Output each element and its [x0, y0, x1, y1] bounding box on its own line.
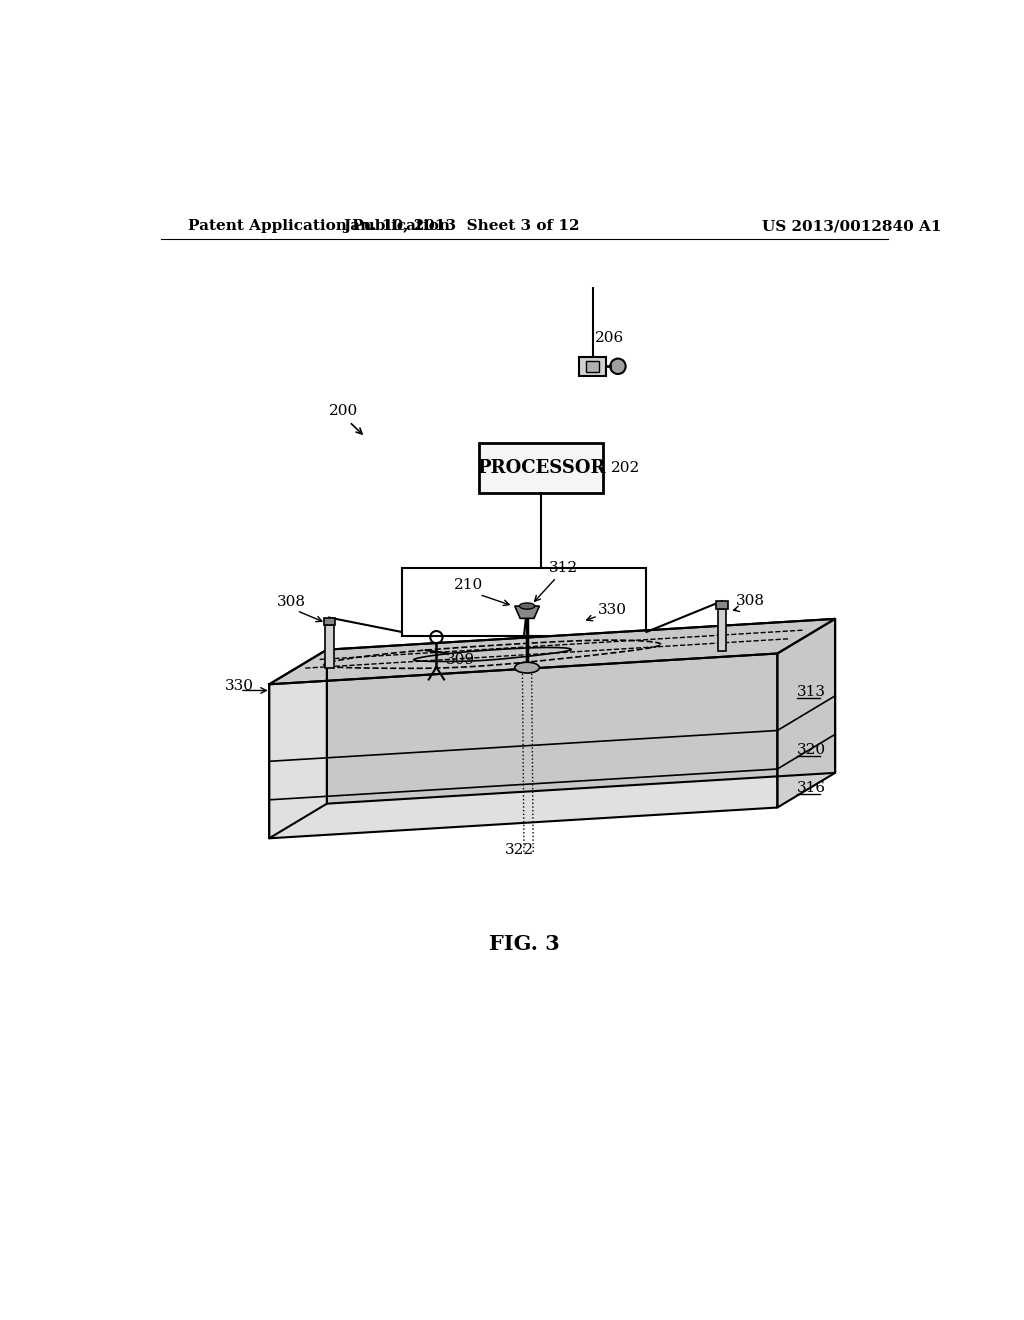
- Text: PROCESSOR: PROCESSOR: [477, 459, 605, 478]
- Text: 330: 330: [598, 603, 627, 616]
- Text: 206: 206: [595, 331, 624, 345]
- Text: 308: 308: [276, 595, 305, 609]
- Bar: [401, 568, 646, 636]
- Text: FIG. 3: FIG. 3: [489, 933, 560, 954]
- Polygon shape: [777, 619, 836, 808]
- Ellipse shape: [515, 663, 540, 673]
- Text: Jan. 10, 2013  Sheet 3 of 12: Jan. 10, 2013 Sheet 3 of 12: [343, 219, 580, 234]
- Text: 308: 308: [735, 594, 765, 609]
- Text: 322: 322: [505, 843, 534, 857]
- Polygon shape: [327, 619, 836, 804]
- Ellipse shape: [519, 603, 535, 609]
- Text: Patent Application Publication: Patent Application Publication: [188, 219, 451, 234]
- Bar: [324, 618, 335, 626]
- Text: 313: 313: [797, 685, 825, 700]
- Text: 200: 200: [330, 404, 358, 418]
- Bar: [718, 609, 726, 651]
- Text: US 2013/0012840 A1: US 2013/0012840 A1: [762, 219, 941, 234]
- Text: 320: 320: [797, 743, 825, 756]
- Text: 312: 312: [549, 561, 578, 576]
- Bar: [580, 358, 606, 376]
- Circle shape: [610, 359, 626, 374]
- Bar: [326, 626, 334, 668]
- Bar: [478, 444, 603, 494]
- Text: 330: 330: [224, 680, 254, 693]
- Polygon shape: [269, 649, 327, 838]
- Text: 316: 316: [797, 781, 825, 795]
- Polygon shape: [515, 606, 540, 618]
- Text: 202: 202: [611, 461, 640, 475]
- Bar: [717, 601, 728, 609]
- Text: 210: 210: [454, 578, 483, 593]
- Polygon shape: [269, 653, 777, 838]
- Text: 309: 309: [445, 653, 475, 667]
- Polygon shape: [269, 619, 836, 684]
- Bar: [586, 360, 599, 372]
